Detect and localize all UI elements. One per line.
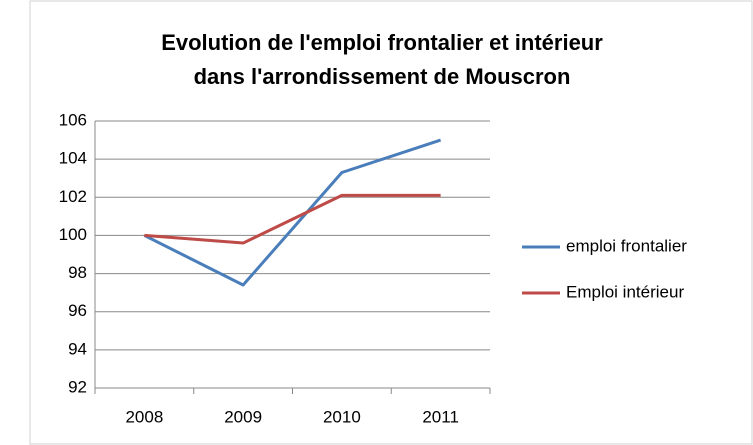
series-line: [144, 193, 441, 245]
x-tick-label: 2008: [125, 407, 163, 426]
y-tick-label: 92: [68, 377, 87, 396]
y-tick-label: 102: [59, 187, 87, 206]
y-tick-label: 94: [68, 339, 87, 358]
y-tick-label: 96: [68, 301, 87, 320]
x-tick-label: 2010: [323, 407, 361, 426]
legend-label: emploi frontalier: [566, 236, 687, 255]
y-tick-label: 100: [59, 225, 87, 244]
y-tick-label: 106: [59, 110, 87, 129]
series-line: [143, 138, 442, 287]
y-tick-label: 98: [68, 263, 87, 282]
legend-label: Emploi intérieur: [566, 282, 684, 301]
x-tick-label: 2009: [224, 407, 262, 426]
chart-title: dans l'arrondissement de Mouscron: [194, 64, 571, 89]
x-tick-label: 2011: [422, 407, 459, 426]
y-tick-label: 104: [59, 149, 87, 168]
chart-frame: [29, 0, 753, 445]
chart-title: Evolution de l'emploi frontalier et inté…: [161, 30, 603, 55]
